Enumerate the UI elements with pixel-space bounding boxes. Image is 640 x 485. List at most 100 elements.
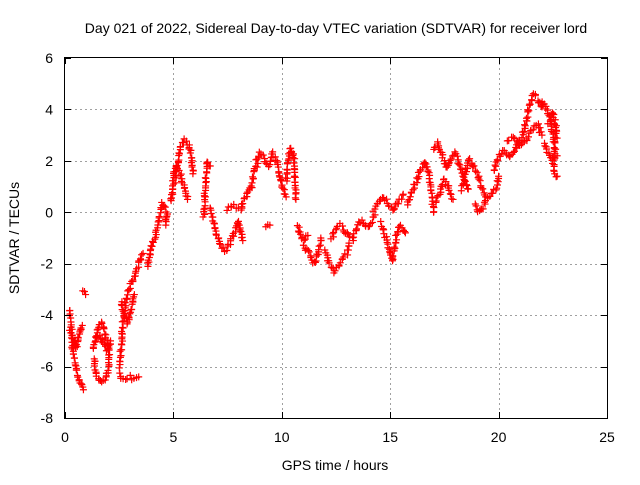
data-point xyxy=(201,193,209,201)
data-point xyxy=(149,238,157,246)
data-point xyxy=(122,375,130,383)
data-point xyxy=(80,287,88,295)
data-point xyxy=(105,362,113,370)
data-point xyxy=(472,202,480,210)
data-point xyxy=(345,239,353,247)
data-point xyxy=(170,180,178,188)
data-point xyxy=(531,92,539,100)
data-point xyxy=(399,190,407,198)
data-point xyxy=(99,339,107,347)
data-point xyxy=(291,155,299,163)
data-point xyxy=(550,166,558,174)
data-point xyxy=(126,371,134,379)
data-point xyxy=(390,243,398,251)
data-point xyxy=(171,171,179,179)
data-point xyxy=(463,168,471,176)
data-point xyxy=(186,149,194,157)
data-point xyxy=(130,291,138,299)
data-point xyxy=(553,152,561,160)
data-point xyxy=(476,177,484,185)
data-point xyxy=(453,152,461,160)
x-tick-label: 20 xyxy=(491,429,507,445)
data-point xyxy=(243,189,251,197)
data-point xyxy=(471,167,479,175)
data-point xyxy=(407,189,415,197)
data-point xyxy=(377,218,385,226)
data-point xyxy=(325,259,333,267)
data-point xyxy=(277,176,285,184)
data-point xyxy=(179,139,187,147)
data-markers xyxy=(65,90,561,394)
data-point xyxy=(207,209,215,217)
y-axis-label: SDTVAR / TECUs xyxy=(6,182,22,294)
grid-lines xyxy=(65,58,607,418)
data-point xyxy=(392,239,400,247)
data-point xyxy=(215,234,223,242)
data-point xyxy=(495,172,503,180)
data-point xyxy=(521,121,529,129)
data-point xyxy=(273,157,281,165)
data-point xyxy=(183,195,191,203)
data-point xyxy=(219,244,227,252)
data-point xyxy=(394,200,402,208)
data-point xyxy=(401,229,409,237)
data-point xyxy=(464,185,472,193)
data-point xyxy=(115,364,123,372)
data-point xyxy=(90,355,98,363)
data-point xyxy=(367,220,375,228)
data-point xyxy=(82,291,90,299)
data-point xyxy=(172,163,180,171)
data-point xyxy=(464,156,472,164)
y-tick-labels: -8 -6 -4 -2 0 2 4 6 xyxy=(41,50,54,426)
data-point xyxy=(248,173,256,181)
y-tick-label: 6 xyxy=(45,50,53,66)
data-point xyxy=(188,163,196,171)
data-point xyxy=(522,114,530,122)
data-point xyxy=(254,159,262,167)
data-point xyxy=(79,386,87,394)
data-point xyxy=(551,139,559,147)
data-point xyxy=(518,128,526,136)
data-point xyxy=(449,195,457,203)
data-point xyxy=(406,193,414,201)
data-point xyxy=(509,133,517,141)
data-point xyxy=(171,179,179,187)
data-point xyxy=(435,144,443,152)
data-point xyxy=(421,159,429,167)
data-point xyxy=(538,131,546,139)
data-point xyxy=(138,251,146,259)
data-point xyxy=(389,252,397,260)
data-point xyxy=(289,154,297,162)
data-point xyxy=(390,204,398,212)
data-point xyxy=(331,267,339,275)
x-tick-label: 5 xyxy=(170,429,178,445)
data-point xyxy=(493,156,501,164)
data-point xyxy=(158,198,166,206)
data-point xyxy=(315,242,323,250)
x-tick-label: 0 xyxy=(61,429,69,445)
data-point xyxy=(117,352,125,360)
data-point xyxy=(292,195,300,203)
data-point xyxy=(304,247,312,255)
data-point xyxy=(386,248,394,256)
data-point xyxy=(139,249,147,257)
data-point xyxy=(296,230,304,238)
data-point xyxy=(305,248,313,256)
data-point xyxy=(526,100,534,108)
y-tick-label: 2 xyxy=(45,153,53,169)
data-point xyxy=(552,129,560,137)
y-tick-label: -6 xyxy=(41,359,54,375)
data-point xyxy=(473,168,481,176)
data-point xyxy=(358,216,366,224)
data-point xyxy=(72,340,80,348)
data-point xyxy=(200,205,208,213)
data-point xyxy=(123,375,131,383)
data-point xyxy=(206,162,214,170)
data-point xyxy=(249,174,257,182)
data-point xyxy=(123,320,131,328)
data-point xyxy=(253,163,261,171)
data-point xyxy=(177,177,185,185)
data-point xyxy=(101,330,109,338)
data-point xyxy=(461,177,469,185)
